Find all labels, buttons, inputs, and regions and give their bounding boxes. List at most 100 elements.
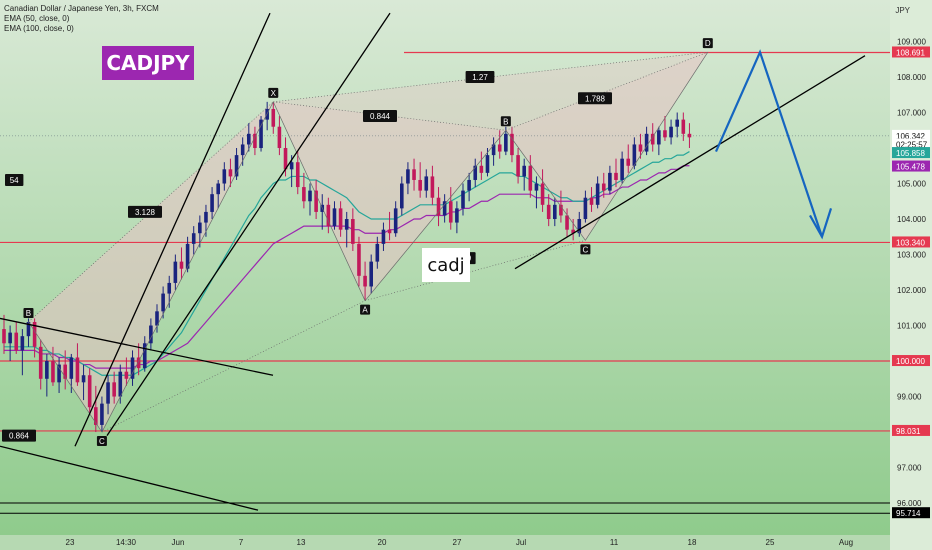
- candle-body[interactable]: [308, 190, 312, 202]
- candle-body[interactable]: [2, 329, 6, 344]
- candle-body[interactable]: [381, 229, 386, 244]
- descending-trendline[interactable]: [0, 317, 274, 376]
- candle-body[interactable]: [344, 219, 349, 230]
- candle-body[interactable]: [289, 162, 294, 170]
- candle-body[interactable]: [565, 215, 569, 230]
- candle-body[interactable]: [338, 208, 343, 230]
- candle-body[interactable]: [100, 403, 104, 425]
- candle-body[interactable]: [430, 176, 435, 198]
- candle-body[interactable]: [675, 119, 679, 127]
- candle-body[interactable]: [253, 133, 257, 149]
- candle-body[interactable]: [681, 119, 686, 134]
- candle-body[interactable]: [283, 148, 288, 170]
- candle-body[interactable]: [295, 162, 300, 188]
- candle-body[interactable]: [228, 169, 233, 177]
- candle-body[interactable]: [369, 261, 373, 287]
- candle-body[interactable]: [491, 144, 496, 156]
- candle-body[interactable]: [650, 133, 655, 145]
- candle-body[interactable]: [583, 197, 588, 220]
- projection-path[interactable]: [714, 49, 824, 238]
- candle-body[interactable]: [57, 364, 61, 383]
- candle-body[interactable]: [620, 158, 624, 180]
- candle-body[interactable]: [302, 187, 306, 202]
- candle-body[interactable]: [32, 321, 37, 347]
- candle-body[interactable]: [75, 357, 80, 383]
- candle-body[interactable]: [528, 165, 533, 191]
- candle-body[interactable]: [271, 108, 276, 127]
- candle-body[interactable]: [94, 407, 98, 425]
- candle-body[interactable]: [375, 243, 380, 262]
- lower-descending-trendline[interactable]: [0, 445, 259, 511]
- candle-body[interactable]: [14, 332, 19, 351]
- candle-body[interactable]: [234, 155, 239, 177]
- candle-body[interactable]: [393, 208, 398, 234]
- candle-body[interactable]: [363, 275, 367, 287]
- candle-body[interactable]: [516, 155, 520, 177]
- candle-body[interactable]: [614, 172, 618, 180]
- candle-body[interactable]: [332, 208, 337, 227]
- candle-body[interactable]: [51, 361, 55, 383]
- candle-body[interactable]: [412, 169, 416, 180]
- candle-body[interactable]: [142, 343, 147, 369]
- candle-body[interactable]: [442, 201, 447, 216]
- candle-body[interactable]: [436, 197, 441, 216]
- candle-body[interactable]: [638, 144, 643, 152]
- candle-body[interactable]: [351, 219, 355, 244]
- candle-body[interactable]: [155, 311, 159, 326]
- candle-body[interactable]: [106, 382, 110, 404]
- candle-body[interactable]: [467, 179, 471, 191]
- candle-body[interactable]: [8, 332, 12, 344]
- candle-body[interactable]: [326, 204, 331, 227]
- candle-body[interactable]: [167, 282, 172, 294]
- candle-body[interactable]: [406, 169, 410, 184]
- candle-body[interactable]: [485, 155, 490, 173]
- candle-body[interactable]: [504, 133, 508, 152]
- ema50-line[interactable]: [4, 151, 690, 376]
- candle-body[interactable]: [185, 243, 190, 269]
- candle-body[interactable]: [45, 361, 49, 379]
- candle-body[interactable]: [522, 165, 526, 177]
- candle-body[interactable]: [216, 183, 220, 195]
- candle-body[interactable]: [87, 375, 92, 408]
- candle-body[interactable]: [179, 261, 184, 269]
- candle-body[interactable]: [247, 133, 251, 145]
- candle-body[interactable]: [112, 382, 116, 397]
- candle-body[interactable]: [589, 197, 594, 205]
- candle-body[interactable]: [63, 364, 67, 379]
- candle-body[interactable]: [118, 371, 123, 397]
- candle-body[interactable]: [663, 130, 667, 138]
- candle-body[interactable]: [204, 211, 208, 223]
- candle-body[interactable]: [124, 371, 129, 379]
- candle-body[interactable]: [173, 261, 178, 283]
- channel-line-lower[interactable]: [74, 12, 271, 447]
- candle-body[interactable]: [644, 133, 649, 152]
- candle-body[interactable]: [424, 176, 429, 191]
- candle-body[interactable]: [81, 375, 86, 383]
- candle-body[interactable]: [455, 208, 459, 223]
- candle-body[interactable]: [136, 357, 141, 369]
- candle-body[interactable]: [687, 133, 692, 138]
- candle-body[interactable]: [38, 346, 43, 379]
- candle-body[interactable]: [473, 165, 478, 180]
- candle-body[interactable]: [198, 222, 202, 234]
- candle-body[interactable]: [357, 243, 361, 276]
- candle-body[interactable]: [277, 126, 282, 149]
- candle-body[interactable]: [546, 204, 551, 220]
- candle-body[interactable]: [314, 190, 318, 212]
- candle-body[interactable]: [240, 144, 245, 156]
- candle-body[interactable]: [626, 158, 631, 166]
- candle-body[interactable]: [510, 133, 514, 156]
- ascending-trendline[interactable]: [514, 55, 866, 270]
- candle-body[interactable]: [400, 183, 404, 209]
- candle-body[interactable]: [657, 130, 661, 145]
- channel-line-upper[interactable]: [106, 12, 391, 436]
- candle-body[interactable]: [608, 172, 612, 191]
- candle-body[interactable]: [387, 229, 392, 234]
- candle-body[interactable]: [259, 119, 263, 149]
- candle-body[interactable]: [534, 183, 539, 191]
- candle-body[interactable]: [601, 183, 606, 191]
- candle-body[interactable]: [571, 229, 575, 234]
- candle-body[interactable]: [632, 144, 637, 166]
- candle-body[interactable]: [553, 204, 557, 220]
